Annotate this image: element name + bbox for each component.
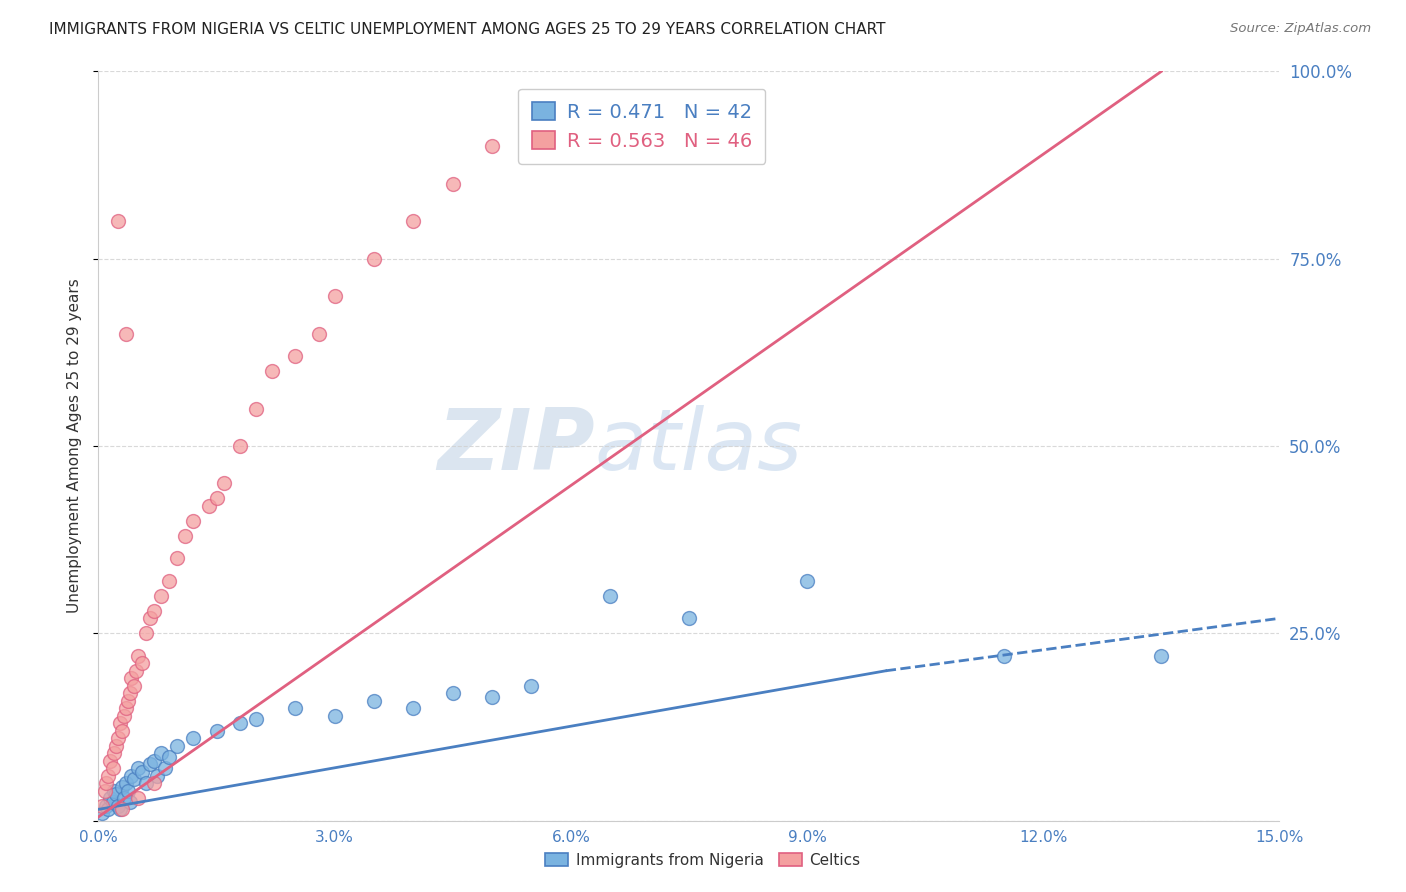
Point: [91, 806, 114, 821]
Point: [127, 648, 149, 663]
Point: [205, 723, 228, 738]
Point: [118, 686, 141, 700]
Point: [260, 364, 283, 378]
Point: [245, 401, 267, 416]
Point: [115, 701, 138, 715]
Point: [101, 795, 124, 809]
Point: [110, 802, 132, 816]
Point: [97, 769, 120, 783]
Point: [402, 701, 425, 715]
Point: [150, 589, 173, 603]
Point: [142, 776, 165, 790]
Point: [122, 679, 145, 693]
Legend: Immigrants from Nigeria, Celtics: Immigrants from Nigeria, Celtics: [537, 845, 869, 875]
Point: [98, 791, 121, 805]
Point: [284, 701, 307, 715]
Point: [520, 679, 543, 693]
Point: [678, 611, 700, 625]
Y-axis label: Unemployment Among Ages 25 to 29 years: Unemployment Among Ages 25 to 29 years: [67, 278, 83, 614]
Point: [111, 780, 134, 794]
Point: [441, 177, 464, 191]
Point: [308, 326, 330, 341]
Point: [117, 783, 139, 797]
Point: [142, 604, 165, 618]
Text: IMMIGRANTS FROM NIGERIA VS CELTIC UNEMPLOYMENT AMONG AGES 25 TO 29 YEARS CORRELA: IMMIGRANTS FROM NIGERIA VS CELTIC UNEMPL…: [49, 22, 886, 37]
Point: [284, 349, 307, 363]
Point: [599, 589, 621, 603]
Point: [101, 761, 124, 775]
Point: [115, 326, 138, 341]
Point: [125, 664, 148, 678]
Point: [197, 499, 219, 513]
Point: [441, 686, 464, 700]
Point: [91, 798, 114, 813]
Point: [481, 690, 503, 704]
Point: [96, 776, 118, 790]
Point: [112, 791, 135, 805]
Point: [127, 791, 149, 805]
Text: atlas: atlas: [595, 404, 803, 488]
Point: [135, 626, 157, 640]
Point: [796, 574, 818, 588]
Point: [107, 798, 129, 813]
Point: [181, 731, 204, 746]
Point: [402, 214, 425, 228]
Point: [363, 694, 385, 708]
Point: [93, 783, 115, 797]
Point: [229, 439, 252, 453]
Point: [115, 776, 138, 790]
Point: [110, 716, 132, 731]
Point: [323, 289, 346, 303]
Point: [245, 713, 267, 727]
Point: [111, 723, 134, 738]
Point: [98, 754, 121, 768]
Point: [142, 754, 165, 768]
Point: [138, 611, 160, 625]
Point: [103, 783, 125, 797]
Legend: R = 0.471   N = 42, R = 0.563   N = 46: R = 0.471 N = 42, R = 0.563 N = 46: [517, 88, 765, 164]
Point: [96, 798, 118, 813]
Point: [103, 746, 125, 760]
Point: [229, 716, 252, 731]
Point: [146, 769, 169, 783]
Point: [155, 761, 177, 775]
Point: [135, 776, 157, 790]
Point: [323, 708, 346, 723]
Point: [107, 731, 129, 746]
Point: [107, 214, 129, 228]
Point: [121, 671, 143, 685]
Point: [104, 739, 127, 753]
Point: [481, 139, 503, 153]
Point: [157, 750, 180, 764]
Point: [97, 802, 120, 816]
Point: [166, 739, 188, 753]
Point: [363, 252, 385, 266]
Point: [118, 795, 141, 809]
Point: [138, 757, 160, 772]
Point: [174, 529, 197, 543]
Point: [131, 764, 153, 779]
Point: [1150, 648, 1173, 663]
Point: [127, 761, 149, 775]
Text: Source: ZipAtlas.com: Source: ZipAtlas.com: [1230, 22, 1371, 36]
Point: [112, 708, 135, 723]
Point: [122, 772, 145, 787]
Point: [157, 574, 180, 588]
Point: [214, 476, 236, 491]
Point: [166, 551, 188, 566]
Point: [993, 648, 1015, 663]
Point: [150, 746, 173, 760]
Point: [131, 657, 153, 671]
Text: ZIP: ZIP: [437, 404, 595, 488]
Point: [205, 491, 228, 506]
Point: [181, 514, 204, 528]
Point: [111, 802, 134, 816]
Point: [117, 694, 139, 708]
Point: [121, 769, 143, 783]
Point: [104, 788, 127, 802]
